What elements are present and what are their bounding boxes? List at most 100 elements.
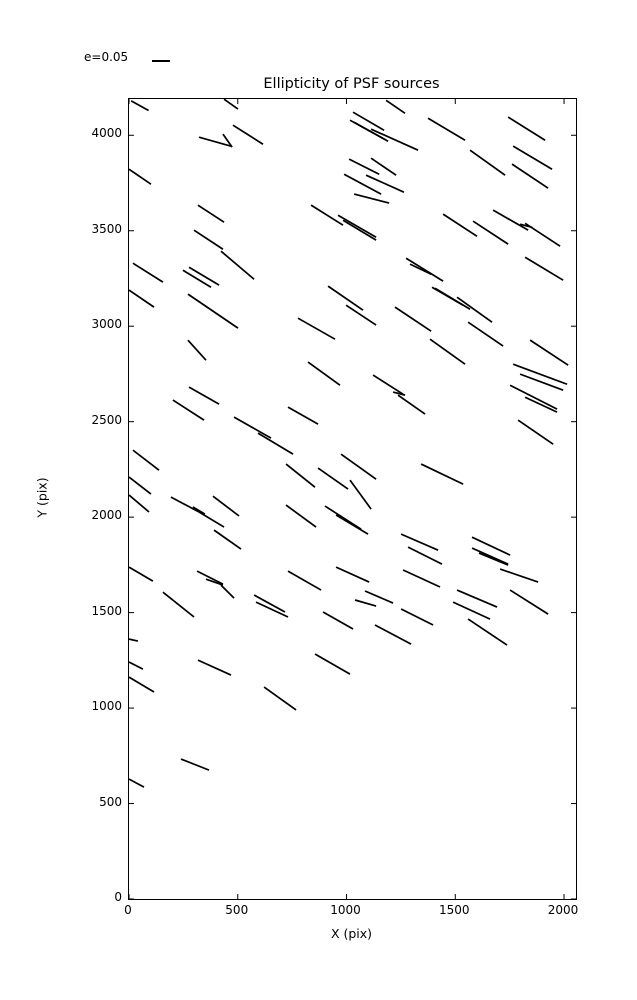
ellipticity-segment [129, 638, 139, 642]
x-tick-label: 2000 [547, 903, 579, 917]
ellipticity-segment [364, 590, 394, 604]
ellipticity-segment [524, 396, 558, 413]
ellipticity-segment [285, 463, 316, 488]
ellipticity-segment [478, 552, 509, 566]
plot-area [128, 98, 577, 900]
ellipticity-segment [263, 686, 297, 711]
ellipticity-segment [205, 578, 224, 586]
ellipticity-segment [471, 547, 509, 565]
ellipticity-segment [172, 399, 205, 421]
ellipticity-segment [188, 266, 220, 286]
ellipticity-segment [400, 608, 434, 626]
ellipticity-segment [130, 100, 149, 112]
ellipticity-segment [519, 373, 564, 391]
ellipticity-segment [129, 566, 154, 582]
ellipticity-segment [197, 204, 225, 223]
ellipticity-segment [197, 659, 232, 676]
ellipticity-segment [353, 193, 390, 204]
ellipticity-segment [519, 223, 533, 229]
ellipticity-segment [170, 496, 200, 513]
y-tick-label: 2000 [91, 508, 122, 523]
ellipticity-segment [343, 173, 382, 195]
x-axis-label: X (pix) [330, 926, 373, 941]
ellipticity-segment [220, 250, 255, 280]
ellipticity-segment [129, 168, 152, 185]
ellipticity-segment [223, 99, 239, 110]
ellipticity-segment [512, 145, 553, 170]
ellipticity-segment [442, 213, 478, 237]
ellipticity-segment [509, 589, 549, 615]
ellipticity-segment [499, 568, 539, 583]
ellipticity-segment [129, 661, 144, 670]
ellipticity-segment [370, 157, 397, 176]
ellipticity-segment [335, 566, 370, 583]
ellipticity-segment [407, 546, 443, 565]
ellipticity-segment [182, 269, 212, 288]
y-tick-label: 3000 [91, 317, 122, 332]
ellipticity-segment [129, 494, 150, 513]
ellipticity-segment [456, 296, 493, 323]
ellipticity-segment [392, 391, 406, 396]
ellipticity-segment [349, 479, 372, 510]
ellipticity-segment [129, 676, 155, 693]
ellipticity-segment [198, 511, 225, 528]
ellipticity-segment [492, 209, 529, 231]
ellipticity-segment [162, 591, 195, 618]
ellipticity-segment [348, 158, 380, 175]
y-tick-label: 3500 [91, 221, 122, 236]
ellipticity-segment [456, 589, 498, 608]
ellipticity-segment [212, 495, 240, 517]
ellipticity-segment [512, 363, 568, 386]
ellipticity-segment [322, 611, 354, 630]
ellipticity-segment [524, 256, 564, 281]
ellipticity-segment [434, 287, 471, 310]
ellipticity-segment [213, 529, 242, 550]
ellipticity-segment [129, 289, 155, 308]
ellipticity-segment [372, 374, 404, 395]
x-tick-label: 1500 [438, 903, 470, 917]
ellipticity-segment [427, 117, 466, 141]
y-axis-label: Y (pix) [34, 477, 50, 518]
ellipticity-segment [317, 467, 349, 490]
ellipticity-segment [324, 505, 362, 530]
ellipticity-segment [132, 449, 160, 471]
x-tick-label: 0 [124, 903, 132, 917]
ellipticity-segment [469, 149, 506, 176]
ellipticity-segment [233, 416, 272, 439]
ellipticity-segment [193, 229, 224, 250]
ellipticity-segment [354, 599, 377, 607]
ellipticity-segment [232, 124, 264, 145]
ellipticity-segment [397, 394, 426, 415]
ellipticity-segment [365, 174, 405, 193]
ellipticity-segment [385, 99, 406, 115]
ellipticity-segment [255, 601, 289, 618]
ellipticity-segment [257, 432, 294, 455]
chart-title: Ellipticity of PSF sources [263, 76, 440, 92]
ellipticity-segment [402, 569, 441, 588]
ellipticity-segment [394, 306, 432, 332]
ellipticity-segment [285, 504, 317, 528]
ellipticity-segment [517, 419, 554, 445]
ellipticity-segment [471, 536, 511, 556]
y-tick-label: 1000 [91, 699, 122, 714]
y-tick-label: 1500 [91, 603, 122, 618]
y-tick-label: 2500 [91, 412, 122, 427]
ellipticity-segment [370, 128, 419, 151]
ellipticity-segment [400, 533, 439, 551]
ellipticity-segment [198, 136, 232, 147]
ellipticity-segment [509, 384, 558, 410]
y-tick-label: 0 [114, 890, 122, 904]
ellipticity-segment [253, 594, 286, 613]
ellipticity-segment [342, 219, 377, 241]
ellipticity-segment [132, 262, 164, 283]
y-tick-label: 4000 [91, 126, 122, 141]
ellipticity-segment [129, 476, 152, 495]
ellipticity-segment [129, 778, 145, 788]
x-tick-label: 500 [225, 903, 249, 917]
ellipticity-segment [220, 584, 235, 599]
ellipticity-segment [452, 601, 491, 620]
x-tick-label: 1000 [330, 903, 361, 917]
ellipticity-segment [467, 321, 504, 347]
ellipticity-segment [192, 506, 206, 515]
ellipticity-segment [511, 163, 549, 189]
